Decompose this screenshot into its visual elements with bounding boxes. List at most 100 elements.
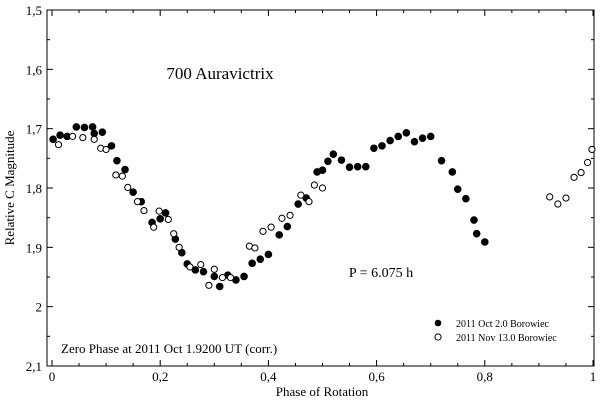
x-tick-label: 0,8 [477,369,493,384]
data-point-oct [426,132,435,141]
y-tick-label: 1,9 [26,240,42,255]
data-point-nov [210,265,218,273]
data-point-nov [155,207,163,215]
data-point-oct [453,185,462,193]
data-point-oct [248,259,256,268]
data-point-oct [448,168,457,176]
data-point-oct [161,209,170,217]
data-point-oct [318,166,327,174]
y-tick-label: 1,8 [26,181,42,196]
data-point-nov [118,172,126,180]
data-point-oct [329,150,338,158]
data-point-nov [218,273,227,282]
x-tick-label: 0,4 [260,369,277,384]
data-point-oct [88,123,97,131]
data-point-oct [472,229,481,238]
data-point-oct [283,222,292,231]
data-point-oct [437,156,446,165]
data-point-oct [345,163,354,172]
data-point-nov [90,135,98,143]
data-point-oct [470,216,478,224]
data-point-nov [226,273,235,282]
data-point-oct [402,129,411,137]
data-point-oct [361,162,370,171]
zero-phase-annotation: Zero Phase at 2011 Oct 1.9200 UT (corr.) [61,341,277,356]
data-point-oct [215,282,224,291]
legend-label-series-1: 2011 Oct 2.0 Borowiec [456,319,550,330]
data-point-nov [562,194,570,202]
data-point-nov [305,198,313,206]
data-point-oct [275,231,284,239]
legend-marker-open [434,333,442,341]
data-point-oct [240,272,248,281]
data-point-oct [264,250,273,259]
data-point-nov [588,145,596,154]
data-point-nov [286,211,294,219]
data-point-oct [294,200,302,208]
data-point-nov [164,215,172,224]
data-point-oct [121,165,129,174]
x-tick-label: 0,2 [152,369,168,384]
x-tick-label: 1 [590,369,597,384]
y-axis-label: Relative C Magnitude [2,130,17,245]
data-point-nov [570,173,578,181]
period-annotation: P = 6.075 h [349,266,413,281]
data-point-oct [191,266,200,274]
data-point-nov [175,243,183,251]
data-point-oct [98,128,107,137]
data-point-nov [150,223,158,231]
y-tick-label: 2,1 [26,359,42,374]
data-point-oct [418,134,427,142]
data-point-nov [197,260,205,269]
data-point-oct [49,135,57,144]
data-point-oct [72,123,81,131]
data-point-nov [170,230,178,238]
legend-label-series-2: 2011 Nov 13.0 Borowiec [456,333,557,344]
data-point-nov [278,214,286,222]
data-point-nov [102,145,110,154]
data-point-oct [378,142,386,150]
data-point-oct [386,136,394,145]
x-tick-label: 0,6 [368,369,385,384]
data-point-oct [90,129,98,138]
data-point-oct [353,162,362,171]
data-point-nov [318,184,327,192]
data-point-nov [112,171,120,179]
data-point-nov [186,263,194,271]
data-point-nov [68,132,77,140]
data-point-nov [546,193,554,201]
data-point-oct [370,144,378,153]
legend-marker-filled [434,319,442,327]
data-point-nov [205,281,213,289]
data-point-oct [80,123,89,132]
data-point-nov [297,191,305,199]
data-point-nov [140,206,148,215]
y-tick-label: 1,7 [26,122,43,137]
data-point-nov [251,244,259,252]
data-point-nov [79,133,87,142]
data-point-nov [554,200,562,208]
x-tick-label: 0 [49,369,56,384]
data-point-nov [577,168,585,177]
data-point-oct [462,194,470,203]
data-point-oct [337,156,346,164]
data-point-nov [267,223,275,231]
data-point-nov [583,158,592,167]
axis-ticks: 0 0,2 0,4 0,6 0,8 1 1,5 1,6 1,7 1,8 1,9 2 2,1 [26,3,597,384]
chart-title: 700 Auravictrix [166,64,274,83]
data-point-oct [394,132,403,141]
data-point-oct [107,142,116,150]
data-point-oct [410,137,419,146]
data-point-nov [133,198,142,206]
data-point-oct [256,255,265,264]
data-points [49,123,596,291]
data-point-oct [156,215,164,223]
data-point-oct [199,267,208,276]
data-point-nov [124,183,132,192]
data-point-oct [210,272,219,281]
legend: 2011 Oct 2.0 Borowiec 2011 Nov 13.0 Boro… [434,319,557,344]
y-tick-label: 1,6 [26,62,43,77]
y-tick-label: 2 [36,300,43,315]
data-point-nov [310,181,318,189]
